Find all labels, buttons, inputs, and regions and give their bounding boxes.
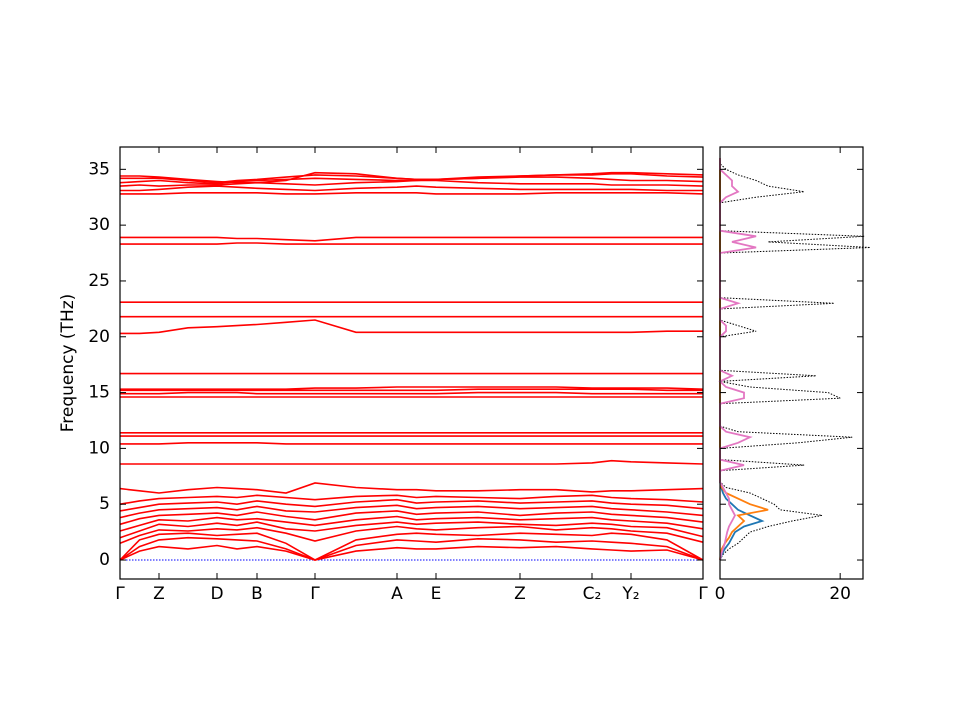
band: [120, 459, 704, 465]
y-tick-label: 20: [88, 327, 110, 347]
band: [120, 171, 704, 184]
dos-curve: [718, 158, 757, 561]
y-tick-label: 30: [88, 215, 110, 235]
band: [119, 532, 704, 561]
band: [119, 494, 704, 505]
y-tick-label: 0: [99, 550, 110, 570]
band: [119, 536, 704, 561]
x-tick-label: Z: [153, 584, 165, 604]
band: [119, 544, 704, 561]
band: [120, 388, 703, 392]
band: [120, 185, 703, 192]
x-tick-label: Y₂: [621, 584, 639, 604]
band: [120, 236, 703, 242]
plot-frame: [119, 146, 704, 580]
x-tick-label: Γ: [115, 584, 125, 604]
band: [120, 319, 703, 335]
band: [119, 176, 704, 185]
x-tick-label: A: [391, 584, 403, 604]
x-tick-label: B: [251, 584, 263, 604]
y-axis-label: Frequency (THz): [58, 294, 78, 433]
band: [120, 386, 704, 390]
x-tick-label: Γ: [698, 584, 708, 604]
y-tick-label: 15: [88, 383, 110, 403]
plot-frame: [719, 146, 864, 580]
y-tick-label: 5: [99, 494, 110, 514]
band: [120, 442, 703, 445]
band: [119, 482, 704, 494]
x-tick-label: D: [210, 584, 223, 604]
band: [119, 521, 704, 539]
x-tick-label: Z: [514, 584, 526, 604]
x-tick-label: E: [431, 584, 442, 604]
band: [119, 179, 704, 187]
band: [119, 504, 704, 519]
band: [119, 515, 704, 532]
band: [119, 498, 704, 512]
y-tick-label: 35: [88, 159, 110, 179]
x-tick-label: Γ: [310, 584, 320, 604]
x-tick-label: 20: [829, 584, 851, 604]
band: [119, 525, 704, 545]
dos-curve: [719, 158, 871, 561]
x-tick-label: C₂: [583, 584, 602, 604]
band: [120, 192, 704, 195]
band: [120, 391, 703, 395]
y-tick-label: 10: [88, 438, 110, 458]
x-tick-label: 0: [715, 584, 726, 604]
band: [120, 242, 703, 245]
y-tick-label: 25: [88, 271, 110, 291]
band: [119, 510, 704, 526]
